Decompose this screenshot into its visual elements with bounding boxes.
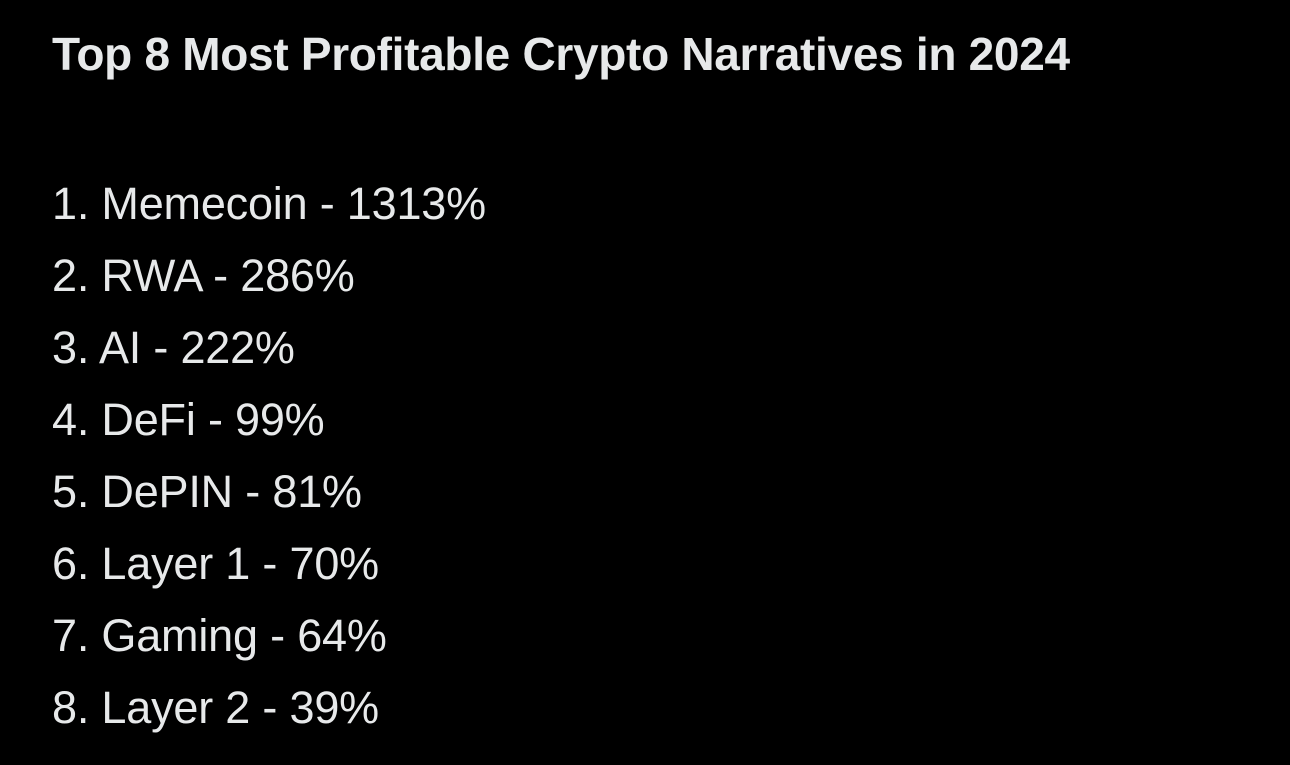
list-item-defi: 4. DeFi - 99% — [52, 394, 325, 445]
list-item-depin: 5. DePIN - 81% — [52, 466, 362, 517]
post-title: Top 8 Most Profitable Crypto Narratives … — [52, 28, 1070, 80]
narrative-list: 1. Memecoin - 1313% 2. RWA - 286% 3. AI … — [52, 168, 486, 744]
list-item-layer-1: 6. Layer 1 - 70% — [52, 538, 379, 589]
list-item-ai: 3. AI - 222% — [52, 322, 295, 373]
list-item-gaming: 7. Gaming - 64% — [52, 610, 387, 661]
list-item-memecoin: 1. Memecoin - 1313% — [52, 178, 486, 229]
post-text-body: Top 8 Most Profitable Crypto Narratives … — [52, 22, 1252, 733]
list-item-rwa: 2. RWA - 286% — [52, 250, 355, 301]
list-item-layer-2: 8. Layer 2 - 39% — [52, 682, 379, 733]
